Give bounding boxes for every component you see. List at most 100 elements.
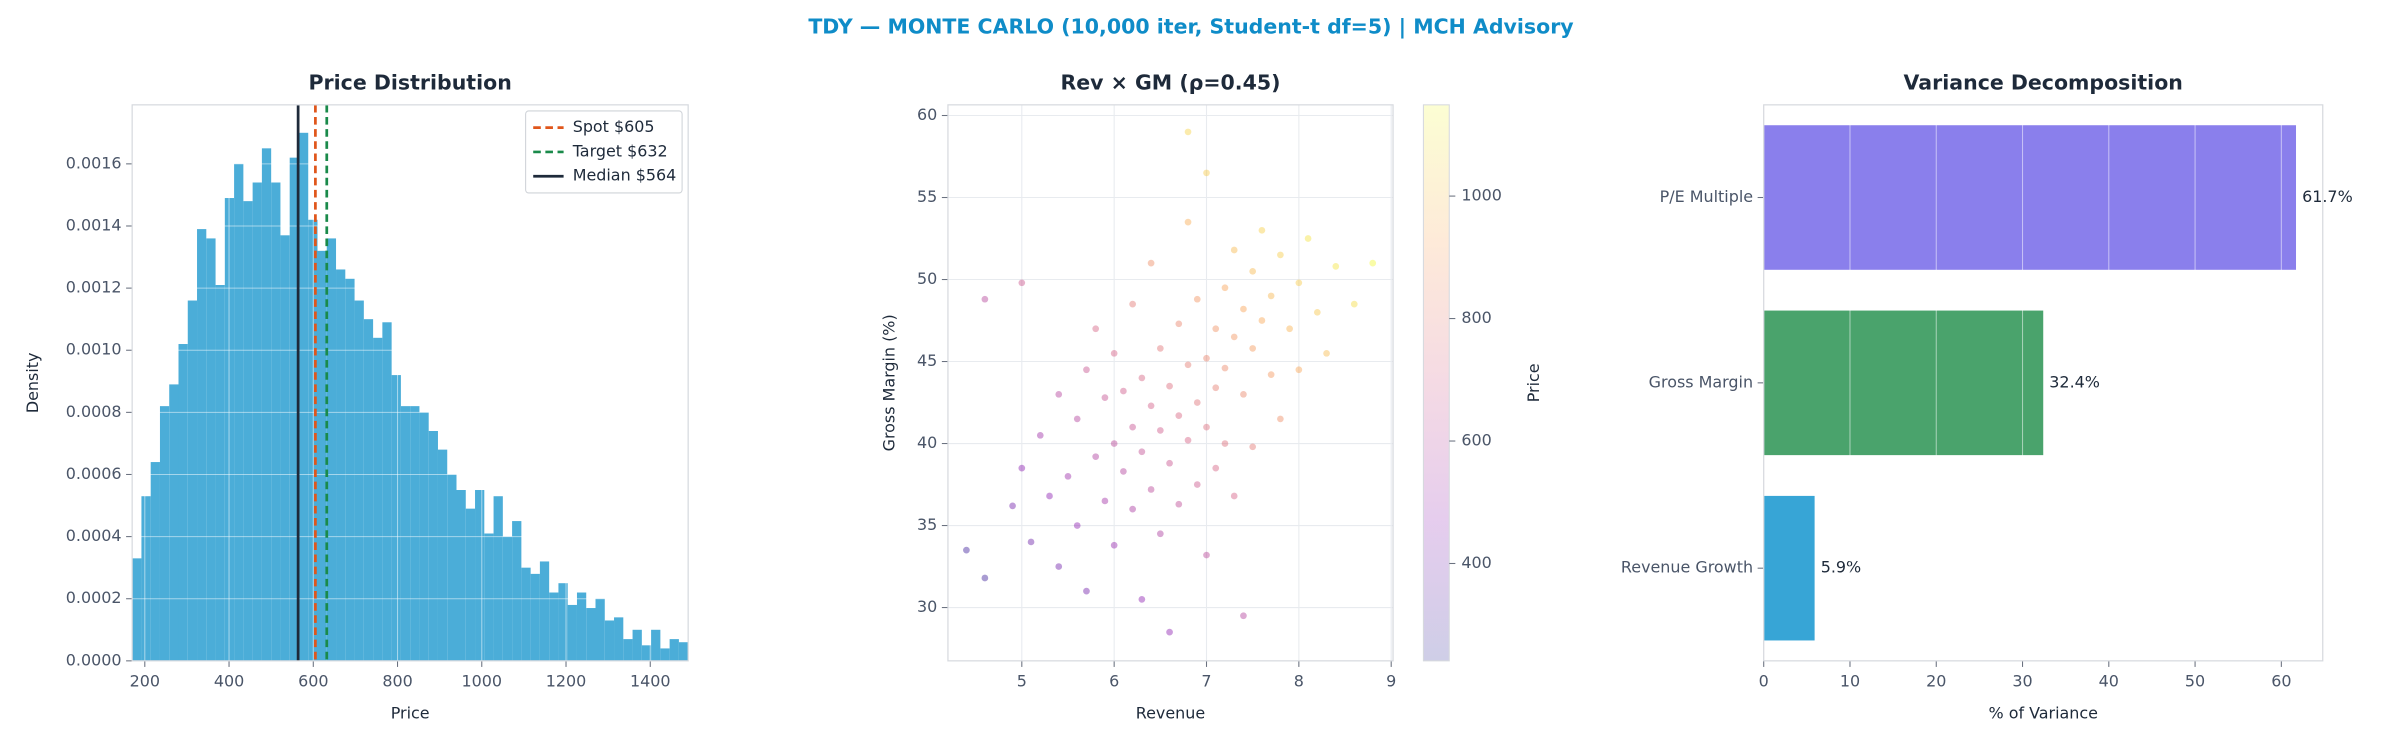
- histogram-bar: [595, 598, 605, 661]
- scatter-point: [1184, 361, 1192, 369]
- x-tick-label: 200: [130, 672, 160, 691]
- y-tick-label: 40: [917, 433, 937, 452]
- scatter-point: [1286, 325, 1293, 333]
- scatter-point: [1009, 502, 1016, 510]
- chart-title: Rev × GM (ρ=0.45): [1060, 71, 1280, 95]
- scatter-point: [1184, 436, 1192, 444]
- histogram-bar: [465, 508, 476, 661]
- scatter-point: [1221, 440, 1229, 447]
- value-label: 32.4%: [2049, 372, 2100, 391]
- histogram-bar: [169, 384, 179, 661]
- histogram-bar: [521, 567, 531, 661]
- scatter-point: [1277, 251, 1284, 259]
- scatter-point: [1055, 563, 1063, 570]
- scatter-point: [1203, 354, 1210, 362]
- y-tick-label: 0.0000: [66, 650, 122, 669]
- histogram-bar: [326, 238, 337, 661]
- scatter-point: [1129, 300, 1136, 308]
- scatter-point: [1295, 366, 1303, 374]
- y-axis-label: Density: [23, 353, 42, 414]
- histogram-bar: [159, 406, 170, 661]
- y-tick-label: 45: [917, 351, 937, 370]
- histogram-bar: [363, 319, 374, 661]
- scatter-point: [1101, 497, 1109, 505]
- scatter-point: [1350, 300, 1358, 308]
- histogram-bar: [530, 573, 540, 661]
- x-tick-label: 20: [1926, 672, 1946, 691]
- x-tick-label: 60: [2271, 672, 2291, 691]
- scatter-point: [1230, 333, 1238, 341]
- y-tick-label: 35: [917, 515, 937, 534]
- histogram-bar: [317, 250, 327, 661]
- scatter-point: [1110, 541, 1118, 549]
- scatter-point: [1258, 226, 1266, 234]
- histogram-bar: [410, 406, 420, 661]
- scatter-point: [1193, 295, 1201, 303]
- legend-label: Spot $605: [573, 117, 655, 136]
- y-tick-label: 0.0004: [66, 526, 122, 545]
- x-tick-label: 50: [2185, 672, 2205, 691]
- histogram-bar: [614, 617, 624, 661]
- histogram-bar: [261, 148, 272, 661]
- scatter-point: [1323, 349, 1330, 357]
- y-tick-label: 0.0016: [66, 153, 122, 172]
- histogram-bar: [150, 462, 160, 661]
- x-tick-label: 9: [1386, 672, 1396, 691]
- histogram-bar: [271, 182, 281, 661]
- y-tick-label: 0.0002: [66, 588, 122, 607]
- x-axis-label: Price: [391, 704, 430, 723]
- x-tick-label: 6: [1109, 672, 1119, 691]
- scatter-point: [1258, 317, 1266, 324]
- histogram-bar: [382, 322, 392, 661]
- scatter-point: [1212, 384, 1220, 392]
- category-label: Gross Margin: [1649, 372, 1753, 391]
- scatter-point: [1064, 472, 1072, 480]
- scatter-point: [1249, 443, 1257, 451]
- histogram-bar: [215, 285, 225, 661]
- histogram-bar: [289, 157, 299, 661]
- scatter-point: [1046, 492, 1053, 500]
- scatter-point: [1249, 267, 1257, 275]
- scatter-point: [1101, 394, 1109, 401]
- histogram-bar: [567, 604, 577, 661]
- scatter-point: [1110, 440, 1118, 447]
- legend-label: Target $632: [572, 141, 668, 160]
- histogram-bar: [345, 278, 355, 661]
- histogram-bar: [484, 533, 494, 661]
- scatter-point: [1230, 246, 1238, 254]
- scatter-point: [1092, 453, 1100, 460]
- histogram-bar: [651, 629, 661, 661]
- y-tick-label: 60: [917, 105, 937, 124]
- histogram-bar: [206, 238, 216, 661]
- scatter-point: [1018, 279, 1026, 287]
- histogram-bar: [400, 406, 411, 661]
- colorbar-tick-label: 400: [1461, 553, 1491, 572]
- y-tick-label: 50: [917, 269, 937, 288]
- scatter-point: [1073, 522, 1081, 529]
- colorbar-label: Price: [1524, 363, 1543, 402]
- histogram-bar: [576, 592, 587, 661]
- x-tick-label: 40: [2099, 672, 2119, 691]
- scatter-point: [1221, 284, 1229, 292]
- y-tick-label: 55: [917, 187, 937, 206]
- histogram-bar: [660, 648, 670, 661]
- histogram-bar: [354, 300, 364, 661]
- histogram-bar: [678, 642, 689, 661]
- scatter-point: [1249, 345, 1257, 352]
- histogram-bar: [298, 132, 309, 661]
- histogram-bar: [604, 620, 615, 661]
- legend-label: Median $564: [573, 166, 677, 185]
- histogram-bar: [336, 269, 346, 661]
- histogram-bar: [428, 430, 438, 661]
- category-label: P/E Multiple: [1660, 187, 1753, 206]
- plot-frame: [1763, 104, 2324, 662]
- histogram-bar: [132, 558, 142, 661]
- x-tick-label: 7: [1201, 672, 1211, 691]
- scatter-point: [1313, 308, 1321, 316]
- scatter-point: [1166, 382, 1173, 390]
- x-tick-label: 800: [382, 672, 412, 691]
- chart-title: Variance Decomposition: [1904, 71, 2183, 95]
- bar: [1763, 310, 2044, 456]
- histogram-bar: [280, 235, 290, 661]
